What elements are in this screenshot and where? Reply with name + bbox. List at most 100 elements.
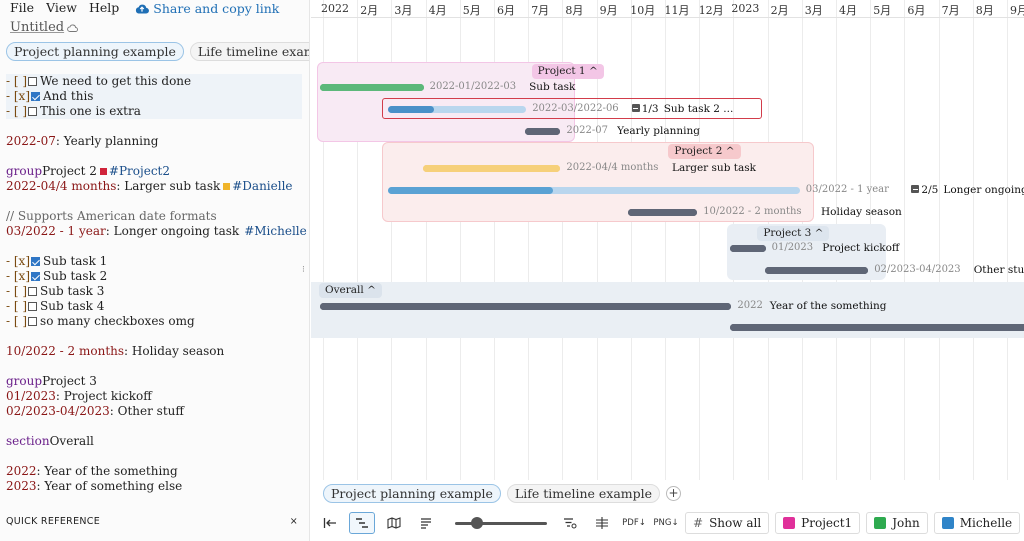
- other-stuff-bar[interactable]: [764, 267, 869, 274]
- cloud-upload-icon: [136, 4, 150, 14]
- year-of-something-else-bar[interactable]: [730, 324, 1024, 331]
- document-title[interactable]: Untitled: [10, 20, 79, 36]
- year-of-the-something-date-label: 2022: [737, 300, 763, 311]
- event-line[interactable]: 10/2022 - 2 months: Holiday season: [6, 344, 302, 359]
- axis-tick-label: 2023: [731, 2, 760, 15]
- task-line[interactable]: - [x] Sub task 2: [6, 269, 302, 284]
- axis-tick-label: 8月: [975, 4, 994, 17]
- blank-line: [6, 194, 302, 209]
- axis-tick-label: 9月: [1010, 4, 1024, 17]
- grid-line: [1007, 0, 1008, 480]
- checkbox[interactable]: [31, 92, 40, 101]
- task-text: so many checkboxes omg: [40, 314, 195, 328]
- group-line[interactable]: group Project 3: [6, 374, 302, 389]
- sub-task-bar[interactable]: [320, 84, 424, 91]
- checkbox-syntax: - [x]: [6, 89, 30, 103]
- event-line[interactable]: 03/2022 - 1 year: Longer ongoing task #M…: [6, 224, 307, 239]
- close-icon[interactable]: ×: [289, 516, 298, 527]
- axis-tick-label: 12月: [698, 4, 724, 17]
- group-3-toggle[interactable]: Project 3 ^: [757, 226, 830, 241]
- project-kickoff-bar[interactable]: [730, 245, 766, 252]
- task-line[interactable]: - [ ] so many checkboxes omg: [6, 314, 302, 329]
- tag-filter-john[interactable]: John: [866, 512, 928, 534]
- event-line[interactable]: 2022-04/4 months: Larger sub task #Danie…: [6, 179, 302, 194]
- sub-task-date-label: 2022-01/2022-03: [429, 81, 517, 92]
- section-overall-toggle[interactable]: Overall ^: [319, 283, 382, 298]
- tag-text: #Michelle: [244, 224, 307, 238]
- task-line[interactable]: - [ ] Sub task 3: [6, 284, 302, 299]
- checkbox-syntax: - [x]: [6, 269, 30, 283]
- longer-ongoing-task-bar[interactable]: [388, 187, 800, 194]
- menu-help[interactable]: Help: [88, 0, 120, 15]
- task-line[interactable]: - [ ] This one is extra: [6, 104, 302, 119]
- bottom-tab-life-timeline-example[interactable]: Life timeline example: [506, 484, 661, 503]
- tab-project-planning-example[interactable]: Project planning example: [6, 42, 184, 61]
- axis-tick-label: 6月: [907, 4, 926, 17]
- tab-life-timeline-example[interactable]: Life timeline example: [189, 42, 309, 61]
- sub-task-2-selection-outline: [382, 98, 763, 119]
- holiday-season-bar[interactable]: [627, 209, 698, 216]
- event-line[interactable]: 01/2023: Project kickoff: [6, 389, 302, 404]
- year-of-the-something-bar[interactable]: [320, 303, 732, 310]
- menu-file[interactable]: File: [10, 0, 35, 15]
- task-line[interactable]: - [ ] We need to get this done: [6, 74, 302, 89]
- sort-filter-button[interactable]: [557, 512, 583, 534]
- larger-sub-task-bar[interactable]: [422, 165, 561, 172]
- comment-line[interactable]: // Supports American date formats: [6, 209, 302, 224]
- bottom-tab-project-planning-example[interactable]: Project planning example: [323, 484, 501, 503]
- checkbox[interactable]: [28, 287, 38, 296]
- comment-text: // Supports American date formats: [6, 209, 217, 223]
- collapse-left-button[interactable]: [317, 512, 343, 534]
- year-of-the-something-progress-fill: [320, 303, 732, 310]
- sub-task-2-bar[interactable]: [388, 106, 527, 113]
- timeline-view-button[interactable]: [349, 512, 375, 534]
- checkbox[interactable]: [28, 302, 38, 311]
- yearly-planning-bar[interactable]: [525, 128, 561, 135]
- event-date: 2022-04/4 months: [6, 179, 117, 193]
- group-2-toggle[interactable]: Project 2 ^: [668, 144, 741, 159]
- group-1-toggle[interactable]: Project 1 ^: [531, 64, 604, 79]
- pane-resize-handle[interactable]: ⁝: [302, 265, 305, 275]
- task-line[interactable]: - [ ] Sub task 4: [6, 299, 302, 314]
- checkbox[interactable]: [31, 272, 40, 281]
- tag-text: #Project2: [108, 164, 171, 178]
- larger-sub-task-progress-fill: [422, 165, 561, 172]
- text-view-button[interactable]: [413, 512, 439, 534]
- event-text: : Holiday season: [124, 344, 225, 358]
- checkbox[interactable]: [28, 77, 38, 86]
- checkbox-syntax: - [ ]: [6, 104, 28, 118]
- tag-filter-label: Project1: [801, 516, 853, 530]
- group-line[interactable]: group Project 2 #Project2: [6, 164, 302, 179]
- group-name: Project 3: [42, 374, 97, 388]
- event-line[interactable]: 2022-07: Yearly planning: [6, 134, 302, 149]
- export-pdf-button[interactable]: PDF ↓: [621, 512, 647, 534]
- task-line[interactable]: - [x] And this: [6, 89, 302, 104]
- event-text: : Larger sub task: [116, 179, 221, 193]
- share-button[interactable]: Share and copy link: [135, 0, 279, 16]
- zoom-slider-knob[interactable]: [471, 517, 483, 529]
- checkbox[interactable]: [28, 317, 38, 326]
- menu-view[interactable]: View: [46, 0, 77, 15]
- longer-ongoing-task-title: Longer ongoing task ...: [943, 184, 1024, 196]
- markwhen-source-editor[interactable]: - [ ] We need to get this done - [x] And th…: [6, 74, 307, 494]
- export-png-button[interactable]: PNG ↓: [653, 512, 679, 534]
- quick-reference-bar[interactable]: QUICK REFERENCE ×: [6, 516, 298, 527]
- task-text: Sub task 4: [40, 299, 105, 313]
- show-all-button[interactable]: # Show all: [685, 512, 770, 534]
- blank-line: [6, 419, 302, 434]
- event-line[interactable]: 2022: Year of the something: [6, 464, 302, 479]
- map-view-button[interactable]: [381, 512, 407, 534]
- event-line[interactable]: 02/2023-04/2023: Other stuff: [6, 404, 302, 419]
- other-stuff-title: Other stuff: [973, 264, 1024, 276]
- tag-filter-michelle[interactable]: Michelle: [933, 512, 1021, 534]
- group-line[interactable]: section Overall: [6, 434, 302, 449]
- spacing-button[interactable]: [589, 512, 615, 534]
- checkbox[interactable]: [28, 107, 38, 116]
- checkbox[interactable]: [31, 257, 40, 266]
- bottom-example-tabs: Project planning example Life timeline e…: [323, 484, 682, 503]
- tag-filter-project1[interactable]: Project1: [775, 512, 861, 534]
- add-tab-button[interactable]: +: [666, 486, 682, 501]
- zoom-slider[interactable]: [455, 512, 547, 534]
- event-line[interactable]: 2023: Year of something else: [6, 479, 302, 494]
- task-line[interactable]: - [x] Sub task 1: [6, 254, 302, 269]
